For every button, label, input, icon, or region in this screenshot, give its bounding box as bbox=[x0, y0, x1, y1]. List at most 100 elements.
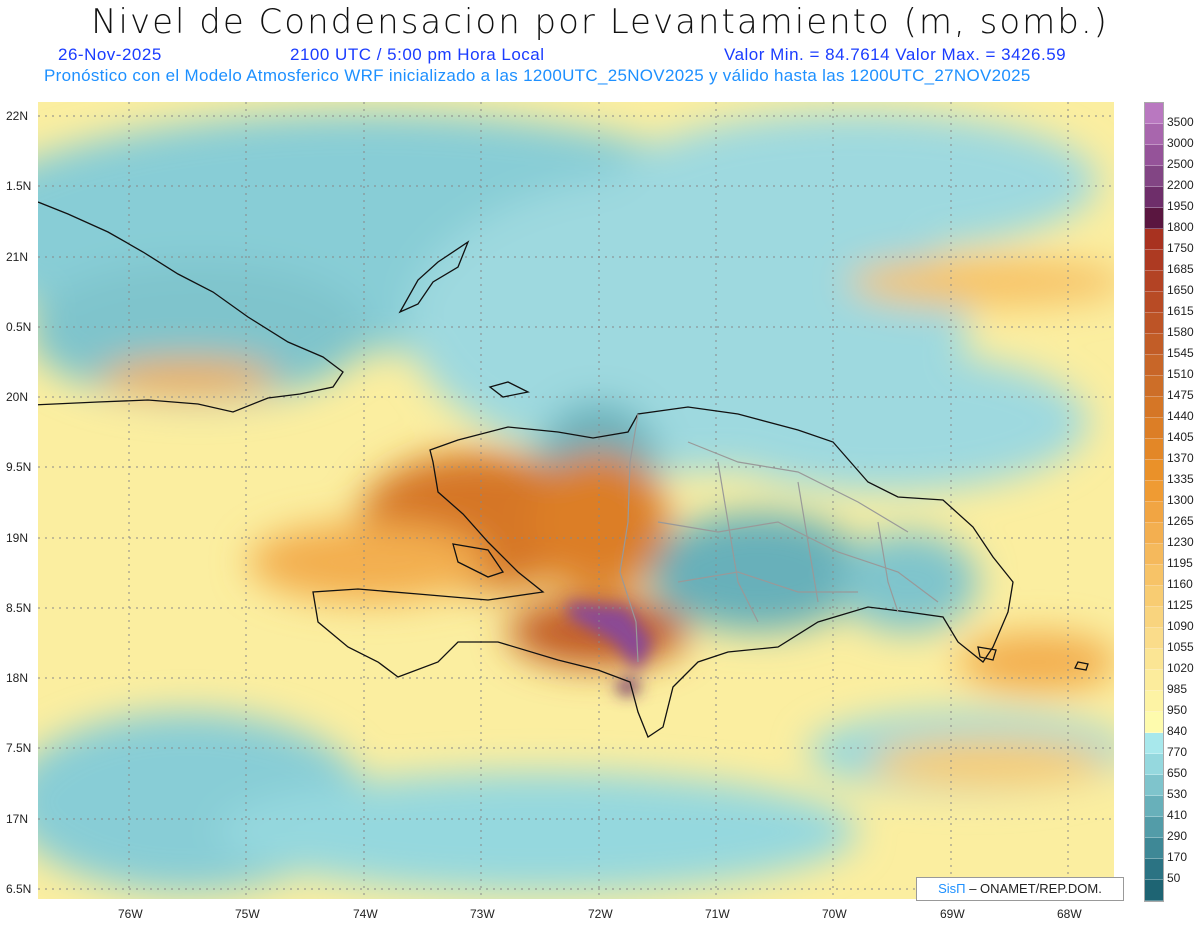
colorbar-swatch bbox=[1145, 334, 1163, 355]
model-subtitle: Pronóstico con el Modelo Atmosferico WRF… bbox=[44, 66, 1031, 85]
colorbar-label: 1300 bbox=[1167, 493, 1194, 507]
colorbar-swatch bbox=[1145, 628, 1163, 649]
colorbar-swatch bbox=[1145, 754, 1163, 775]
colorbar-label: 3500 bbox=[1167, 115, 1194, 129]
lon-label: 76W bbox=[118, 907, 143, 921]
map-title: Nivel de Condensacion por Levantamiento … bbox=[91, 2, 1109, 42]
lat-label: 17N bbox=[6, 812, 29, 826]
colorbar-label: 1475 bbox=[1167, 388, 1194, 402]
credit-text: – ONAMET/REP.DOM. bbox=[965, 881, 1102, 896]
colorbar-swatch bbox=[1145, 103, 1163, 124]
colorbar-swatch bbox=[1145, 439, 1163, 460]
colorbar-label: 770 bbox=[1167, 745, 1188, 759]
lat-label: 6.5N bbox=[6, 882, 32, 896]
credit-box: SisΠ – ONAMET/REP.DOM. bbox=[916, 877, 1124, 901]
lon-label: 71W bbox=[705, 907, 730, 921]
lcl-field bbox=[38, 112, 1114, 892]
colorbar-label: 1750 bbox=[1167, 241, 1194, 255]
colorbar-label: 1020 bbox=[1167, 661, 1194, 675]
lon-label: 75W bbox=[235, 907, 260, 921]
lat-label: 22N bbox=[6, 109, 29, 123]
colorbar-swatch bbox=[1145, 523, 1163, 544]
colorbar-swatch bbox=[1145, 691, 1163, 712]
colorbar-swatch bbox=[1145, 733, 1163, 754]
colorbar-label: 2200 bbox=[1167, 178, 1194, 192]
colorbar-swatch bbox=[1145, 502, 1163, 523]
colorbar-label: 1055 bbox=[1167, 640, 1194, 654]
colorbar-swatch bbox=[1145, 775, 1163, 796]
coastlines bbox=[38, 201, 1089, 738]
colorbar-label: 1160 bbox=[1167, 577, 1193, 591]
colorbar-swatch bbox=[1145, 313, 1163, 334]
colorbar-label: 530 bbox=[1167, 787, 1188, 801]
colorbar-swatch bbox=[1145, 838, 1163, 859]
colorbar-label: 50 bbox=[1167, 871, 1181, 885]
colorbar-swatch bbox=[1145, 670, 1163, 691]
colorbar-swatch bbox=[1145, 712, 1163, 733]
lat-label: 18N bbox=[6, 671, 29, 685]
lat-label: 1.5N bbox=[6, 179, 32, 193]
lon-label: 69W bbox=[940, 907, 965, 921]
sispi-logo: SisΠ bbox=[938, 881, 966, 896]
colorbar-label: 1230 bbox=[1167, 535, 1194, 549]
colorbar-label: 950 bbox=[1167, 703, 1188, 717]
colorbar-swatch bbox=[1145, 586, 1163, 607]
lon-label: 72W bbox=[588, 907, 613, 921]
colorbar-label: 1405 bbox=[1167, 430, 1194, 444]
forecast-time: 2100 UTC / 5:00 pm Hora Local bbox=[290, 45, 545, 64]
lon-label: 73W bbox=[470, 907, 495, 921]
colorbar-label: 1265 bbox=[1167, 514, 1194, 528]
colorbar-label: 3000 bbox=[1167, 136, 1194, 150]
colorbar-label: 2500 bbox=[1167, 157, 1194, 171]
colorbar-swatch bbox=[1145, 649, 1163, 670]
colorbar bbox=[1144, 102, 1164, 902]
lat-label: 21N bbox=[6, 250, 29, 264]
colorbar-swatch bbox=[1145, 166, 1163, 187]
lcl-map bbox=[38, 102, 1114, 899]
colorbar-swatch bbox=[1145, 187, 1163, 208]
colorbar-label: 1370 bbox=[1167, 451, 1194, 465]
lat-label: 8.5N bbox=[6, 601, 32, 615]
colorbar-label: 1090 bbox=[1167, 619, 1194, 633]
colorbar-label: 170 bbox=[1167, 850, 1188, 864]
colorbar-swatch bbox=[1145, 355, 1163, 376]
colorbar-swatch bbox=[1145, 145, 1163, 166]
colorbar-label: 1335 bbox=[1167, 472, 1194, 486]
lat-label: 20N bbox=[6, 390, 29, 404]
colorbar-swatch bbox=[1145, 208, 1163, 229]
lon-label: 74W bbox=[353, 907, 378, 921]
colorbar-label: 1650 bbox=[1167, 283, 1194, 297]
graticule bbox=[38, 102, 1114, 899]
colorbar-swatch bbox=[1145, 376, 1163, 397]
colorbar-label: 1510 bbox=[1167, 367, 1194, 381]
lat-label: 9.5N bbox=[6, 460, 32, 474]
lat-label: 0.5N bbox=[6, 320, 32, 334]
colorbar-label: 1950 bbox=[1167, 199, 1194, 213]
colorbar-label: 1580 bbox=[1167, 325, 1194, 339]
colorbar-swatch bbox=[1145, 565, 1163, 586]
colorbar-label: 410 bbox=[1167, 808, 1188, 822]
colorbar-swatch bbox=[1145, 418, 1163, 439]
colorbar-label: 1125 bbox=[1167, 598, 1193, 612]
forecast-date: 26-Nov-2025 bbox=[58, 45, 162, 64]
colorbar-label: 1800 bbox=[1167, 220, 1194, 234]
colorbar-swatch bbox=[1145, 859, 1163, 880]
colorbar-swatch bbox=[1145, 481, 1163, 502]
colorbar-label: 840 bbox=[1167, 724, 1188, 738]
colorbar-label: 650 bbox=[1167, 766, 1188, 780]
colorbar-swatch bbox=[1145, 607, 1163, 628]
colorbar-swatch bbox=[1145, 397, 1163, 418]
colorbar-label: 1685 bbox=[1167, 262, 1194, 276]
colorbar-label: 985 bbox=[1167, 682, 1188, 696]
colorbar-label: 290 bbox=[1167, 829, 1188, 843]
colorbar-swatch bbox=[1145, 460, 1163, 481]
colorbar-swatch bbox=[1145, 292, 1163, 313]
colorbar-swatch bbox=[1145, 124, 1163, 145]
min-max-values: Valor Min. = 84.7614 Valor Max. = 3426.5… bbox=[724, 45, 1067, 64]
colorbar-swatch bbox=[1145, 796, 1163, 817]
province-borders bbox=[619, 413, 939, 663]
lat-label: 7.5N bbox=[6, 741, 32, 755]
lon-label: 68W bbox=[1057, 907, 1082, 921]
colorbar-swatch bbox=[1145, 229, 1163, 250]
colorbar-swatch bbox=[1145, 250, 1163, 271]
